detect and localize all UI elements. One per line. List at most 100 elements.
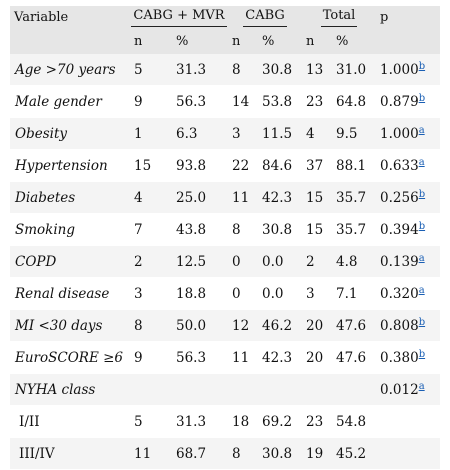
cell-percent: [172, 373, 229, 406]
header-row-groups: Variable CABG + MVR CABG Total p: [10, 6, 441, 29]
p-value-text: 0.394: [380, 221, 419, 238]
table-row: MI <30 days 8 50.0 12 46.2 20 47.6 0.808b: [10, 309, 441, 342]
cell-n: 20: [302, 309, 333, 342]
cell-percent: 0.0: [258, 277, 303, 310]
footnote-link[interactable]: b: [418, 220, 426, 232]
footnote-link[interactable]: a: [418, 284, 425, 296]
cell-n: 0: [228, 245, 259, 278]
cell-p-value: 0.012a: [376, 373, 441, 406]
cell-n: 2: [130, 245, 172, 278]
cell-n: 15: [302, 181, 333, 214]
cell-n: 18: [228, 405, 259, 438]
cell-percent: 42.3: [258, 341, 303, 374]
cell-percent: 56.3: [172, 341, 229, 374]
footnote-link[interactable]: a: [418, 156, 425, 168]
p-value-text: 0.139: [380, 253, 419, 270]
cell-n: 1: [130, 117, 172, 150]
cell-n: 20: [302, 341, 333, 374]
cell-p-value: 0.380b: [376, 341, 441, 374]
table-row: EuroSCORE ≥6 9 56.3 11 42.3 20 47.6 0.380b: [10, 341, 441, 374]
header-sub-n: n: [228, 29, 259, 54]
header-sub-n: n: [302, 29, 333, 54]
cell-n: 11: [130, 437, 172, 470]
footnote-link[interactable]: a: [418, 124, 425, 136]
cell-percent: 68.7: [172, 437, 229, 470]
table-row: Male gender 9 56.3 14 53.8 23 64.8 0.879b: [10, 85, 441, 118]
cell-n: 5: [130, 54, 172, 86]
row-label: Smoking: [10, 213, 130, 246]
footnote-link[interactable]: a: [418, 380, 425, 392]
cell-n: 15: [130, 149, 172, 182]
cell-n: 2: [302, 245, 333, 278]
cell-percent: 69.2: [258, 405, 303, 438]
cell-percent: 18.8: [172, 277, 229, 310]
cell-percent: 35.7: [332, 181, 377, 214]
footnote-marker: b: [419, 347, 425, 360]
cell-n: 4: [302, 117, 333, 150]
cell-p-value: 0.808b: [376, 309, 441, 342]
table-row: Smoking 7 43.8 8 30.8 15 35.7 0.394b: [10, 213, 441, 246]
table-row: COPD 2 12.5 0 0.0 2 4.8 0.139a: [10, 245, 441, 278]
table-row: Hypertension 15 93.8 22 84.6 37 88.1 0.633a: [10, 149, 441, 182]
p-value-text: 0.808: [380, 317, 419, 334]
footnote-link[interactable]: b: [418, 60, 426, 72]
cell-n: 11: [228, 341, 259, 374]
table-body: Age >70 years 5 31.3 8 30.8 13 31.0 1.000b Male …: [10, 54, 441, 470]
cell-p-value: 0.633a: [376, 149, 441, 182]
cell-n: 7: [130, 213, 172, 246]
table-row: Age >70 years 5 31.3 8 30.8 13 31.0 1.000b: [10, 54, 441, 86]
cell-p-value: 0.879b: [376, 85, 441, 118]
cell-percent: 30.8: [258, 213, 303, 246]
p-value-text: 0.256: [380, 189, 419, 206]
p-value-text: 1.000: [380, 61, 419, 78]
cell-p-value: 0.394b: [376, 213, 441, 246]
header-group-cabg-mvr: CABG + MVR: [130, 6, 229, 29]
p-value-text: 0.320: [380, 285, 419, 302]
cell-percent: 7.1: [332, 277, 377, 310]
cell-percent: 84.6: [258, 149, 303, 182]
header-row-sub: n % n % n %: [10, 29, 441, 54]
footnote-marker: a: [419, 123, 425, 136]
cell-p-value: 1.000a: [376, 117, 441, 150]
cell-percent: 56.3: [172, 85, 229, 118]
cell-n: [130, 373, 172, 406]
cell-percent: 30.8: [258, 54, 303, 86]
table-row: III/IV 11 68.7 8 30.8 19 45.2: [10, 437, 441, 470]
cell-n: 8: [130, 309, 172, 342]
footnote-link[interactable]: b: [418, 348, 426, 360]
cell-percent: 0.0: [258, 245, 303, 278]
cell-percent: 50.0: [172, 309, 229, 342]
cell-n: 5: [130, 405, 172, 438]
footnote-link[interactable]: b: [418, 188, 426, 200]
cell-percent: 88.1: [332, 149, 377, 182]
cell-percent: 6.3: [172, 117, 229, 150]
footnote-marker: b: [419, 91, 425, 104]
footnote-link[interactable]: a: [418, 252, 425, 264]
cell-n: 15: [302, 213, 333, 246]
footnote-link[interactable]: b: [418, 92, 426, 104]
cell-n: 19: [302, 437, 333, 470]
header-sub-pct: %: [332, 29, 377, 54]
cell-percent: [258, 373, 303, 406]
table-row: Diabetes 4 25.0 11 42.3 15 35.7 0.256b: [10, 181, 441, 214]
footnote-link[interactable]: b: [418, 316, 426, 328]
cell-p-value: 0.139a: [376, 245, 441, 278]
row-label: NYHA class: [10, 373, 130, 406]
row-label: EuroSCORE ≥6: [10, 341, 130, 374]
p-value-text: 0.380: [380, 349, 419, 366]
cell-n: 37: [302, 149, 333, 182]
cell-n: 4: [130, 181, 172, 214]
cell-percent: 47.6: [332, 309, 377, 342]
cell-n: 23: [302, 405, 333, 438]
row-label: Age >70 years: [10, 54, 130, 86]
cell-p-value: [376, 437, 441, 470]
cell-percent: 12.5: [172, 245, 229, 278]
header-sub-n: n: [130, 29, 172, 54]
cell-percent: 45.2: [332, 437, 377, 470]
cell-n: 14: [228, 85, 259, 118]
cell-percent: 11.5: [258, 117, 303, 150]
cell-percent: 47.6: [332, 341, 377, 374]
cell-n: 8: [228, 437, 259, 470]
footnote-marker: b: [419, 187, 425, 200]
row-label: COPD: [10, 245, 130, 278]
